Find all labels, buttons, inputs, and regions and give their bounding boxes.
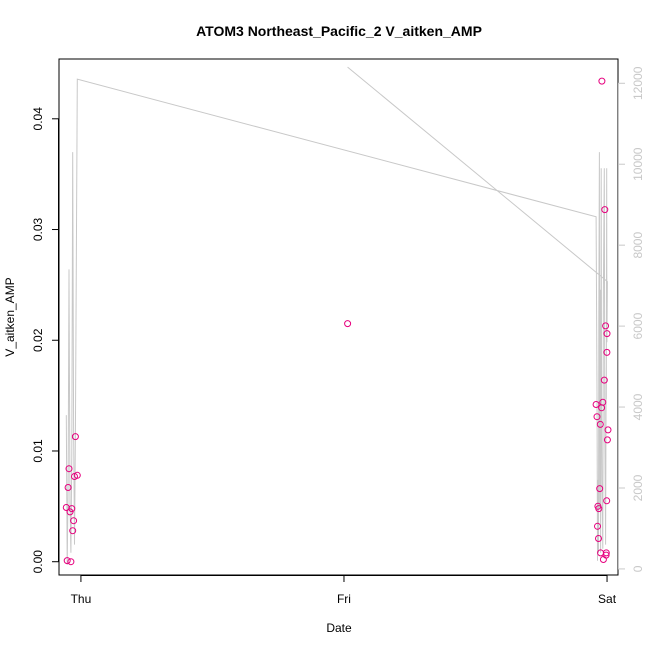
y2-tick-label: 6000 — [631, 312, 645, 339]
data-point — [66, 508, 74, 516]
data-point — [600, 376, 608, 384]
data-point — [344, 320, 352, 328]
y-axis-right: 0 2000 4000 6000 8000 10000 12000 — [618, 66, 645, 572]
line-series-layer — [65, 66, 608, 565]
data-point — [595, 505, 603, 513]
data-point — [67, 558, 75, 566]
data-point — [602, 322, 610, 330]
x-axis-label: Date — [326, 621, 352, 635]
y-tick-label: 0.01 — [31, 439, 45, 463]
y2-tick-label: 12000 — [631, 66, 645, 100]
data-point — [73, 471, 81, 479]
data-point — [603, 330, 611, 338]
data-point — [63, 557, 71, 565]
data-point — [599, 398, 607, 406]
data-point — [598, 77, 606, 85]
data-point — [69, 527, 77, 535]
y-tick-label: 0.04 — [31, 107, 45, 131]
y-tick-label: 0.00 — [31, 550, 45, 574]
x-tick-label: Thu — [71, 592, 92, 606]
data-point — [599, 556, 607, 563]
x-tick-label: Fri — [337, 592, 351, 606]
y-tick-label: 0.02 — [31, 328, 45, 352]
data-point — [603, 436, 611, 444]
data-point — [604, 426, 612, 434]
y2-tick-label: 0 — [631, 565, 645, 572]
data-point — [602, 549, 610, 557]
data-point — [65, 465, 73, 473]
y-axis-label: V_aitken_AMP — [3, 277, 17, 356]
data-point — [603, 348, 611, 356]
data-point — [603, 497, 611, 505]
data-point — [592, 401, 600, 408]
data-point — [64, 484, 72, 491]
y2-tick-label: 4000 — [631, 393, 645, 420]
point-series-layer — [62, 77, 612, 566]
plot-area — [58, 58, 619, 576]
x-axis: Thu Fri Sat — [71, 575, 617, 606]
data-point — [602, 551, 610, 559]
data-point — [68, 505, 76, 513]
y2-tick-label: 8000 — [631, 232, 645, 259]
data-point — [595, 535, 602, 542]
data-point — [71, 433, 79, 441]
x-tick-label: Sat — [598, 592, 617, 606]
data-point — [601, 206, 609, 214]
y2-tick-label: 2000 — [631, 474, 645, 501]
data-point — [593, 413, 601, 421]
y-tick-label: 0.03 — [31, 217, 45, 241]
chart-title: ATOM3 Northeast_Pacific_2 V_aitken_AMP — [196, 23, 482, 39]
y2-tick-label: 10000 — [631, 147, 645, 181]
data-point — [594, 522, 601, 530]
y-axis-left: 0.00 0.01 0.02 0.03 0.04 — [31, 107, 59, 574]
data-point — [70, 517, 78, 525]
series-line — [65, 66, 608, 565]
data-point — [596, 420, 604, 428]
data-point — [596, 485, 604, 493]
